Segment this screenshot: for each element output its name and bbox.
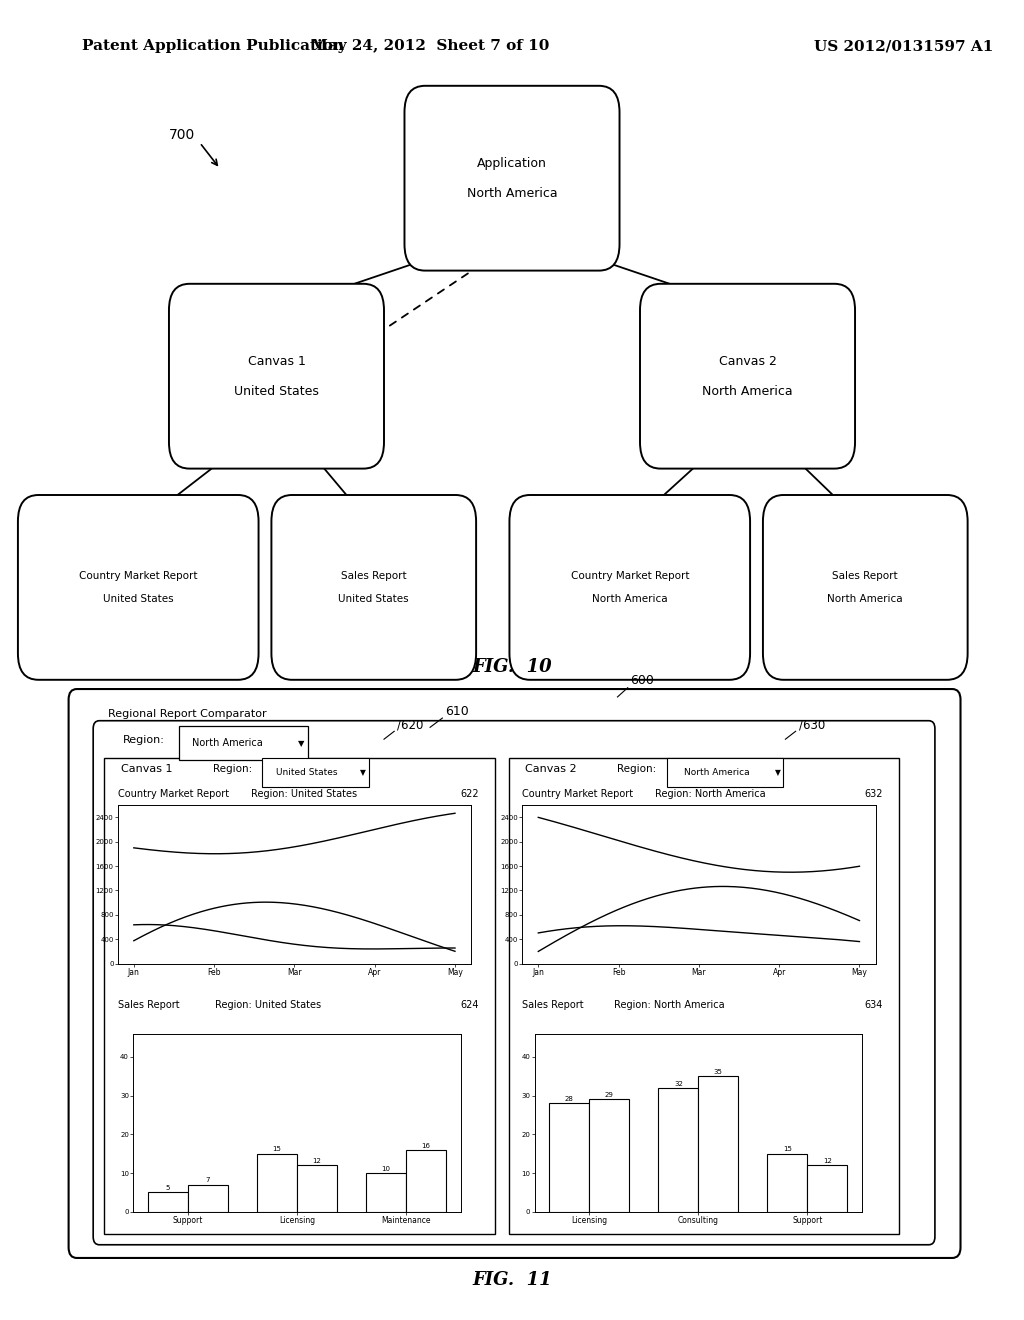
- Text: Sales Report

United States: Sales Report United States: [339, 570, 409, 605]
- Text: Country Market Report

United States: Country Market Report United States: [79, 570, 198, 605]
- Text: Region:: Region:: [213, 764, 252, 775]
- FancyBboxPatch shape: [179, 726, 308, 760]
- Bar: [807, 1166, 847, 1212]
- Text: Regional Report Comparator: Regional Report Comparator: [108, 709, 266, 719]
- FancyBboxPatch shape: [763, 495, 968, 680]
- Text: 10: 10: [382, 1166, 390, 1172]
- Text: 32: 32: [674, 1081, 683, 1086]
- Text: Country Market Report: Country Market Report: [118, 789, 229, 800]
- Bar: [406, 1150, 445, 1212]
- FancyBboxPatch shape: [404, 86, 620, 271]
- FancyBboxPatch shape: [93, 721, 935, 1245]
- FancyBboxPatch shape: [667, 758, 783, 787]
- Text: Region:: Region:: [123, 735, 165, 746]
- Text: Patent Application Publication: Patent Application Publication: [82, 40, 344, 53]
- Text: 15: 15: [783, 1147, 792, 1152]
- Text: Application

North America: Application North America: [467, 157, 557, 199]
- Text: Canvas 2: Canvas 2: [525, 764, 577, 775]
- Text: Region: North America: Region: North America: [655, 789, 766, 800]
- FancyBboxPatch shape: [509, 758, 899, 1234]
- Text: 610: 610: [445, 705, 469, 718]
- Text: ▼: ▼: [360, 768, 367, 776]
- Text: FIG.  10: FIG. 10: [472, 657, 552, 676]
- Bar: [366, 1173, 406, 1212]
- Text: 12: 12: [823, 1158, 831, 1164]
- Text: Region: United States: Region: United States: [251, 789, 357, 800]
- Text: Sales Report

North America: Sales Report North America: [827, 570, 903, 605]
- Text: Region:: Region:: [617, 764, 656, 775]
- FancyBboxPatch shape: [271, 495, 476, 680]
- Text: 5: 5: [166, 1185, 170, 1191]
- Bar: [767, 1154, 807, 1212]
- Text: North America: North America: [684, 768, 750, 776]
- FancyBboxPatch shape: [104, 758, 495, 1234]
- Text: United States: United States: [276, 768, 338, 776]
- Bar: [297, 1166, 337, 1212]
- Text: ▼: ▼: [298, 739, 304, 747]
- Text: Region: North America: Region: North America: [614, 1001, 725, 1011]
- Bar: [658, 1088, 698, 1212]
- Text: ▼: ▼: [775, 768, 781, 776]
- FancyBboxPatch shape: [509, 495, 750, 680]
- FancyBboxPatch shape: [640, 284, 855, 469]
- Text: 16: 16: [422, 1143, 430, 1148]
- Text: FIG.  11: FIG. 11: [472, 1271, 552, 1290]
- Text: May 24, 2012  Sheet 7 of 10: May 24, 2012 Sheet 7 of 10: [311, 40, 549, 53]
- Text: Canvas 2

North America: Canvas 2 North America: [702, 355, 793, 397]
- Bar: [698, 1076, 738, 1212]
- Text: Sales Report: Sales Report: [118, 1001, 179, 1011]
- Text: 600: 600: [630, 673, 653, 686]
- Text: 622: 622: [461, 789, 479, 800]
- FancyBboxPatch shape: [169, 284, 384, 469]
- Text: US 2012/0131597 A1: US 2012/0131597 A1: [814, 40, 993, 53]
- FancyBboxPatch shape: [18, 495, 258, 680]
- Text: /620: /620: [397, 718, 424, 731]
- Bar: [148, 1192, 188, 1212]
- Bar: [590, 1100, 630, 1212]
- Text: /630: /630: [799, 718, 825, 731]
- Bar: [188, 1184, 228, 1212]
- Text: Canvas 1: Canvas 1: [121, 764, 172, 775]
- Text: Country Market Report

North America: Country Market Report North America: [570, 570, 689, 605]
- Text: Region: United States: Region: United States: [215, 1001, 322, 1011]
- Text: 28: 28: [565, 1096, 573, 1102]
- Text: North America: North America: [191, 738, 263, 748]
- Text: Country Market Report: Country Market Report: [522, 789, 634, 800]
- Bar: [550, 1104, 590, 1212]
- Bar: [257, 1154, 297, 1212]
- FancyBboxPatch shape: [69, 689, 961, 1258]
- Text: 29: 29: [605, 1092, 613, 1098]
- Text: 7: 7: [206, 1177, 210, 1184]
- FancyBboxPatch shape: [262, 758, 369, 787]
- Text: Canvas 1

United States: Canvas 1 United States: [234, 355, 318, 397]
- Text: 15: 15: [272, 1147, 282, 1152]
- Text: 35: 35: [714, 1069, 723, 1074]
- Text: 12: 12: [312, 1158, 322, 1164]
- Text: 624: 624: [461, 1001, 479, 1011]
- Text: Sales Report: Sales Report: [522, 1001, 584, 1011]
- Text: 634: 634: [864, 1001, 883, 1011]
- Text: 700: 700: [169, 128, 196, 141]
- Text: 632: 632: [864, 789, 883, 800]
